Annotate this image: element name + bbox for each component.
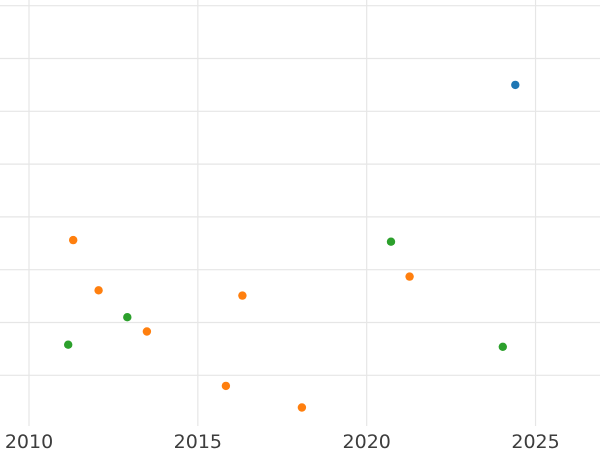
scatter-point-series-blue bbox=[511, 80, 520, 90]
scatter-point-series-orange bbox=[297, 403, 307, 412]
x-axis-tick-labels: 2010 2015 2020 2025 bbox=[5, 431, 560, 450]
scatter-point-series-green bbox=[123, 313, 132, 322]
x-tick-label: 2025 bbox=[511, 431, 559, 450]
grid-layer bbox=[0, 0, 600, 426]
scatter-point-series-green bbox=[386, 237, 396, 246]
scatter-point-series-green bbox=[63, 340, 73, 349]
x-tick-label: 2020 bbox=[343, 431, 391, 450]
scatter-point-series-orange bbox=[69, 235, 78, 245]
scatter-point-series-orange bbox=[142, 327, 152, 336]
x-tick-label: 2015 bbox=[174, 431, 222, 450]
points-layer bbox=[63, 80, 520, 412]
x-tick-label: 2010 bbox=[5, 431, 53, 450]
scatter-point-series-orange bbox=[221, 381, 231, 391]
scatter-point-series-orange bbox=[94, 286, 103, 295]
scatter-point-series-orange bbox=[405, 272, 414, 281]
scatter-point-series-green bbox=[498, 342, 507, 351]
scatter-point-series-orange bbox=[238, 291, 247, 300]
